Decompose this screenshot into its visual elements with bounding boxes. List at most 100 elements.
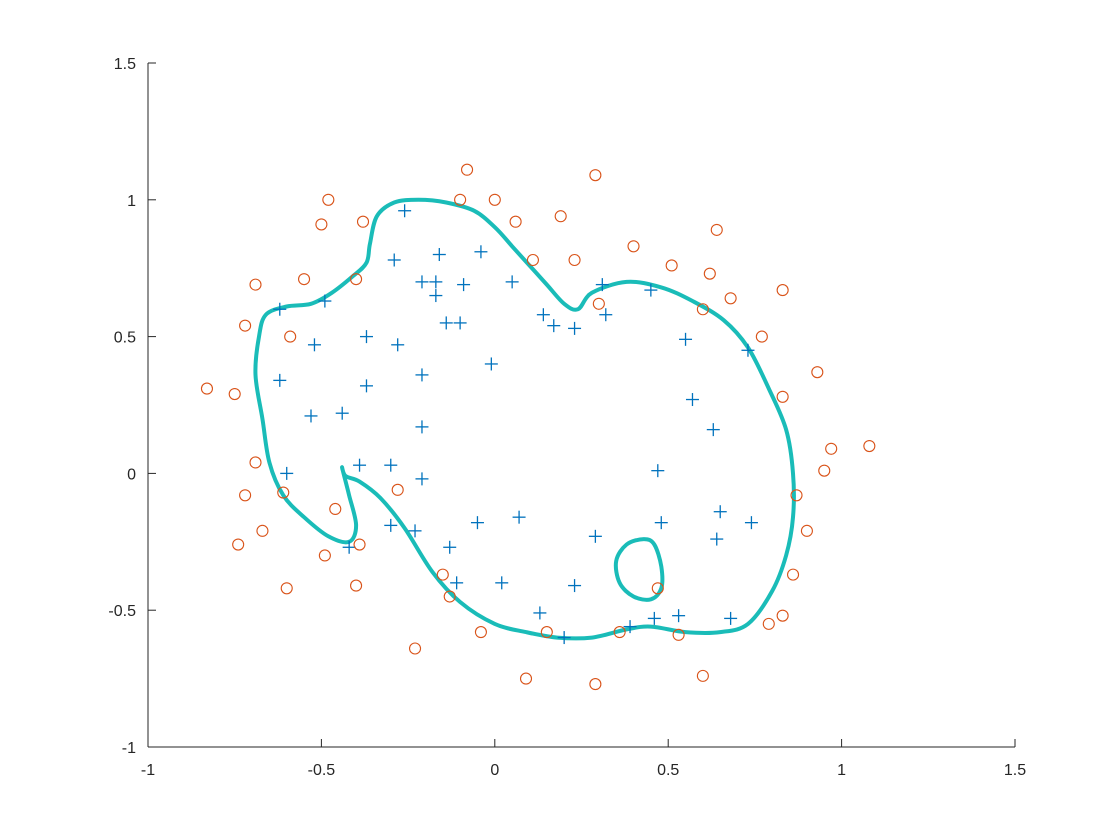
plus-point <box>588 529 602 543</box>
plus-point <box>644 283 658 297</box>
circle-point <box>811 366 824 379</box>
plus-point <box>415 420 429 434</box>
circle-point <box>825 442 838 455</box>
circle-point <box>277 486 290 499</box>
plus-point <box>432 248 446 262</box>
plus-point <box>595 278 609 292</box>
plus-point <box>453 316 467 330</box>
plus-point <box>273 302 287 316</box>
circle-point <box>755 330 768 343</box>
circle-point <box>454 193 467 206</box>
plus-point <box>713 505 727 519</box>
plus-point <box>307 338 321 352</box>
x-tick-label: -0.5 <box>308 762 336 779</box>
plus-point <box>495 576 509 590</box>
circle-point <box>724 292 737 305</box>
plus-point <box>415 275 429 289</box>
plus-point <box>387 253 401 267</box>
plus-point <box>672 609 686 623</box>
circle-point <box>474 626 487 639</box>
plus-point <box>318 294 332 308</box>
plus-point <box>429 289 443 303</box>
circle-point <box>540 626 553 639</box>
circle-point <box>762 617 775 630</box>
decision-boundary-island <box>613 537 665 602</box>
plus-point <box>654 516 668 530</box>
circle-point <box>776 284 789 297</box>
plus-point <box>359 379 373 393</box>
circle-point <box>776 390 789 403</box>
circle-point <box>703 267 716 280</box>
plus-point <box>359 330 373 344</box>
circle-point <box>696 303 709 316</box>
circle-point <box>350 579 363 592</box>
circle-point <box>436 568 449 581</box>
plus-point <box>706 423 720 437</box>
plus-point <box>439 316 453 330</box>
circle-point <box>353 538 366 551</box>
circle-point <box>592 297 605 310</box>
y-tick-label: 1.5 <box>114 56 136 73</box>
circle-point <box>443 590 456 603</box>
plus-point <box>415 472 429 486</box>
plus-point <box>384 518 398 532</box>
x-tick-label: 1.5 <box>1004 762 1026 779</box>
circle-point <box>391 483 404 496</box>
axes <box>147 63 1015 748</box>
x-tick-label: -1 <box>141 762 155 779</box>
plus-point <box>512 510 526 524</box>
circle-point <box>239 489 252 502</box>
circle-point <box>672 628 685 641</box>
plus-point <box>398 204 412 218</box>
plus-point <box>744 516 758 530</box>
plus-point <box>415 368 429 382</box>
y-tick-label: -1 <box>122 740 136 757</box>
plus-point <box>429 275 443 289</box>
circle-point <box>239 319 252 332</box>
plus-point <box>623 620 637 634</box>
circle-point <box>284 330 297 343</box>
circle-point <box>818 464 831 477</box>
decision-boundary-main <box>253 197 796 641</box>
circle-point <box>526 253 539 267</box>
x-tick-label: 0.5 <box>657 762 679 779</box>
circle-point <box>228 388 241 401</box>
data-points-group <box>200 163 876 691</box>
circle-point <box>408 642 422 655</box>
circle-point <box>627 240 640 253</box>
plus-point <box>335 406 349 420</box>
plus-point <box>484 357 498 371</box>
plus-point <box>679 332 693 346</box>
plus-point <box>568 579 582 593</box>
plus-point <box>342 540 356 554</box>
plus-point <box>408 524 422 538</box>
plus-point <box>384 458 398 472</box>
plus-point <box>557 631 571 645</box>
plus-point <box>710 532 724 546</box>
decision-boundary-group <box>253 197 796 641</box>
plus-point <box>280 466 294 480</box>
circle-point <box>863 439 876 453</box>
plus-point <box>273 373 287 387</box>
plus-point <box>474 245 488 259</box>
circle-point <box>249 278 262 291</box>
plus-point <box>647 611 661 625</box>
y-tick-label: 0 <box>127 466 136 483</box>
circle-point <box>298 273 311 286</box>
circle-point <box>488 193 501 206</box>
circle-point <box>665 259 678 272</box>
circle-point <box>519 672 533 685</box>
circle-point <box>350 273 363 286</box>
circle-point <box>589 169 602 182</box>
plus-point <box>651 464 665 478</box>
plus-point <box>741 343 755 357</box>
circle-point <box>256 524 269 537</box>
circle-point <box>554 210 567 223</box>
circle-point <box>776 609 789 622</box>
plus-point <box>547 319 561 333</box>
plus-point <box>304 409 318 423</box>
circle-point <box>315 218 328 231</box>
plus-point <box>450 576 464 590</box>
